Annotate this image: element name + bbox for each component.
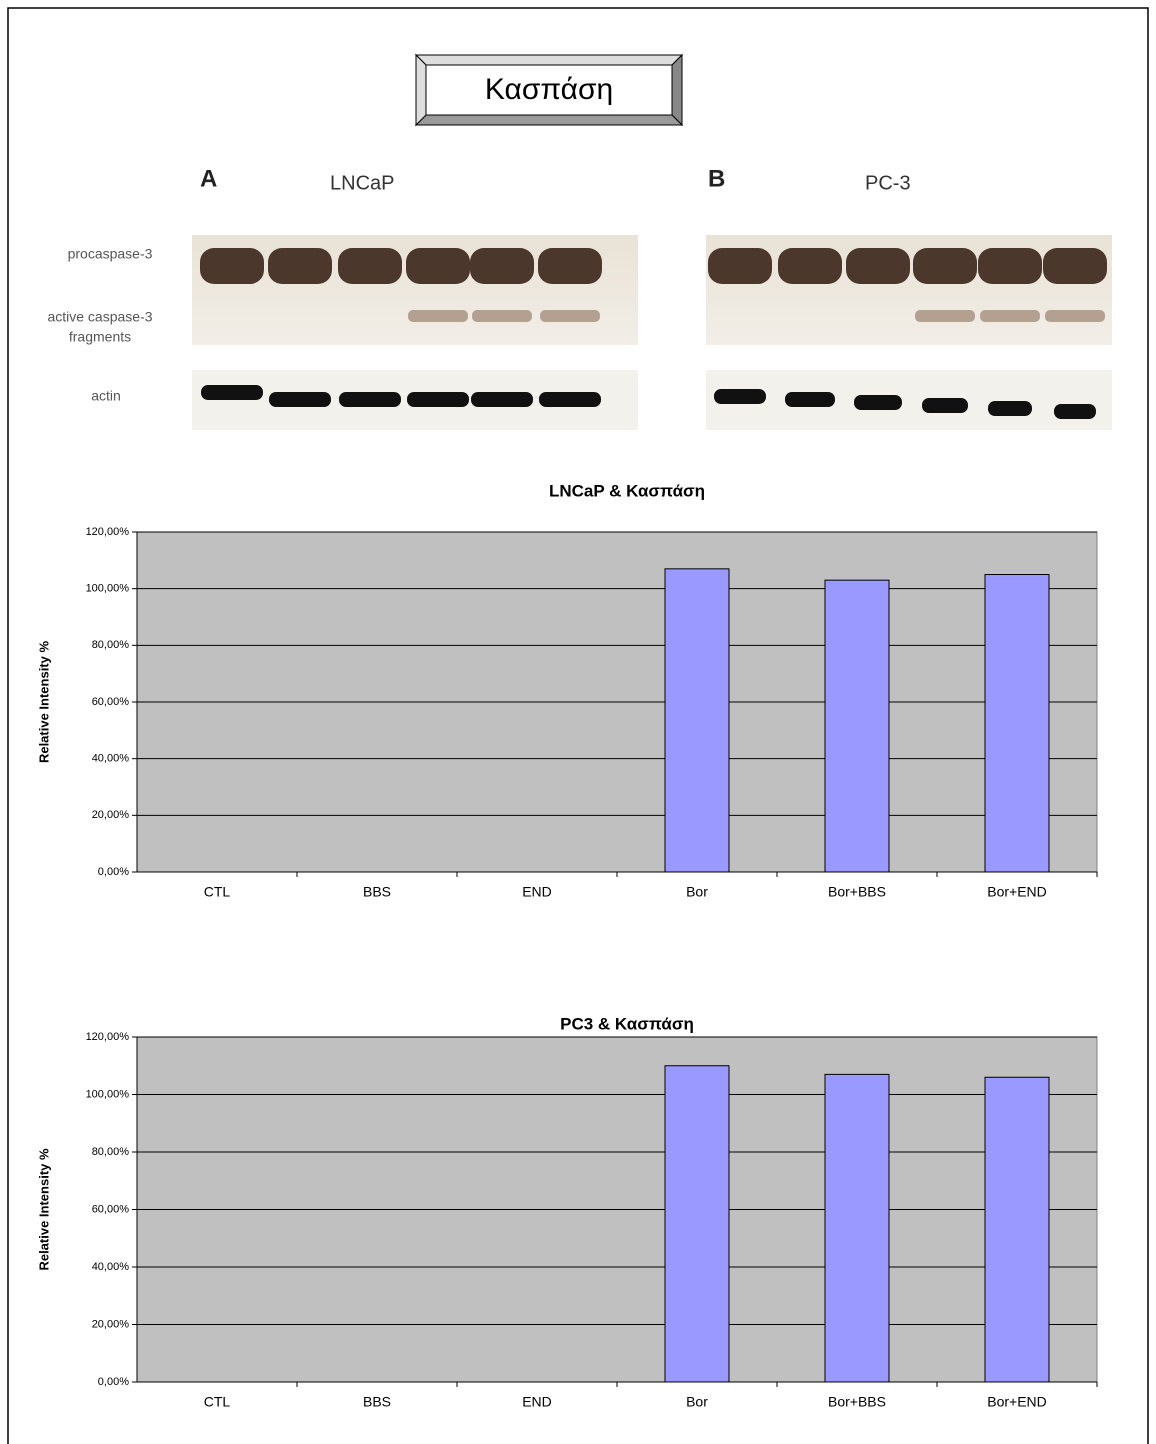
bar	[824, 1073, 890, 1383]
chart-title: LNCaP & Κασπάση	[549, 481, 705, 500]
blot-band	[854, 395, 902, 410]
blot-band	[407, 392, 469, 407]
blot-band	[988, 401, 1032, 416]
y-tick-label: 40,00%	[92, 1261, 130, 1273]
y-tick-label: 60,00%	[92, 696, 130, 708]
blot-band	[269, 392, 331, 407]
y-axis-label: Relative Intensity %	[36, 641, 51, 764]
blot-band	[471, 392, 533, 407]
x-tick-label: Bor	[686, 884, 708, 900]
title-box	[414, 53, 684, 127]
blot-band	[922, 398, 968, 413]
blot-row-label: active caspase-3	[47, 309, 152, 325]
panel-label: LNCaP	[330, 172, 394, 194]
blot-band	[338, 248, 402, 284]
y-tick-label: 0,00%	[98, 1376, 129, 1388]
x-tick-label: END	[522, 884, 552, 900]
panel-label: PC-3	[865, 172, 911, 194]
chart-title: PC3 & Κασπάση	[560, 1014, 694, 1033]
x-tick-label: END	[522, 1394, 552, 1410]
blot-band	[915, 310, 975, 322]
blot-band	[408, 310, 468, 322]
title: Κασπάση	[485, 73, 613, 106]
panel-letter: B	[708, 165, 725, 192]
x-tick-label: Bor	[686, 1394, 708, 1410]
blot-panel	[706, 370, 1112, 430]
y-tick-label: 20,00%	[92, 809, 130, 821]
blot-image	[192, 235, 1112, 430]
blot-band	[708, 248, 772, 284]
y-tick-label: 80,00%	[92, 639, 130, 651]
blot-row-label: actin	[91, 388, 121, 404]
blot-band	[470, 248, 534, 284]
bar	[984, 1076, 1050, 1383]
bar	[984, 574, 1050, 873]
blot-band	[540, 310, 600, 322]
x-tick-label: CTL	[204, 884, 231, 900]
x-tick-label: CTL	[204, 1394, 231, 1410]
bar	[824, 579, 890, 873]
blot-band	[268, 248, 332, 284]
blot-band	[978, 248, 1042, 284]
x-tick-label: Bor+BBS	[828, 884, 886, 900]
blot-row-label: procaspase-3	[68, 246, 153, 262]
y-tick-label: 120,00%	[86, 1031, 130, 1043]
blot-band	[846, 248, 910, 284]
blot-band	[539, 392, 601, 407]
blot-panel	[706, 235, 1112, 345]
bar	[664, 1065, 730, 1383]
y-tick-label: 100,00%	[86, 583, 130, 595]
blot-band	[472, 310, 532, 322]
x-tick-label: Bor+BBS	[828, 1394, 886, 1410]
x-tick-label: BBS	[363, 884, 391, 900]
bar	[664, 568, 730, 873]
blot-band	[1045, 310, 1105, 322]
y-tick-label: 40,00%	[92, 753, 130, 765]
blot-band	[1043, 248, 1107, 284]
blot-band	[201, 385, 263, 400]
y-tick-label: 20,00%	[92, 1318, 130, 1330]
y-tick-label: 80,00%	[92, 1146, 130, 1158]
y-axis-label: Relative Intensity %	[36, 1148, 51, 1271]
y-tick-label: 120,00%	[86, 526, 130, 538]
panel-letter: A	[200, 165, 217, 192]
x-tick-label: BBS	[363, 1394, 391, 1410]
blot-band	[406, 248, 470, 284]
y-tick-label: 60,00%	[92, 1203, 130, 1215]
y-tick-label: 0,00%	[98, 866, 129, 878]
blot-band	[200, 248, 264, 284]
page-frame	[7, 7, 1149, 1444]
blot-band	[785, 392, 835, 407]
x-tick-label: Bor+END	[987, 884, 1047, 900]
blot-band	[980, 310, 1040, 322]
blot-band	[339, 392, 401, 407]
blot-band	[778, 248, 842, 284]
x-tick-label: Bor+END	[987, 1394, 1047, 1410]
blot-band	[913, 248, 977, 284]
blot-row-label: fragments	[69, 329, 131, 345]
y-tick-label: 100,00%	[86, 1088, 130, 1100]
blot-band	[1054, 404, 1096, 419]
blot-band	[714, 389, 766, 404]
blot-band	[538, 248, 602, 284]
